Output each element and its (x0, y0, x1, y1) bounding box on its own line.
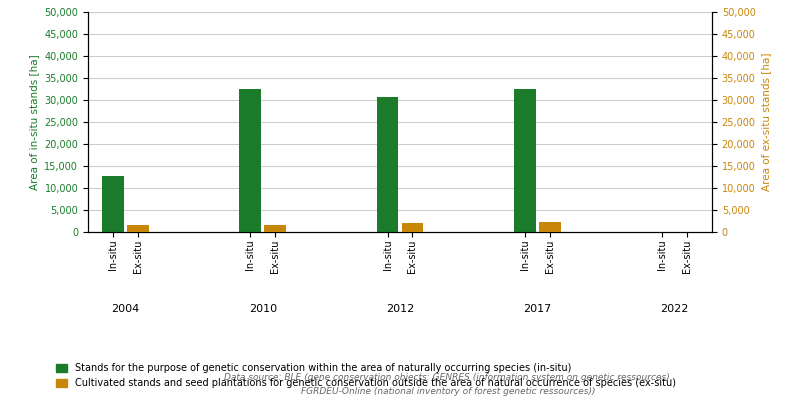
Bar (264, 224, 286, 232)
Y-axis label: Area of ex-situ stands [ha]: Area of ex-situ stands [ha] (762, 53, 771, 191)
Bar (377, 97, 398, 232)
Bar (514, 89, 536, 232)
Text: 2022: 2022 (660, 304, 689, 314)
Bar (539, 222, 561, 232)
Bar (402, 223, 423, 232)
Bar (127, 226, 149, 232)
Text: FGRDEU-Online (national inventory of forest genetic ressources)): FGRDEU-Online (national inventory of for… (301, 387, 595, 396)
Text: 2012: 2012 (386, 304, 414, 314)
Bar (239, 89, 261, 232)
Text: 2010: 2010 (249, 304, 277, 314)
Text: 2004: 2004 (111, 304, 139, 314)
Y-axis label: Area of in-situ stands [ha]: Area of in-situ stands [ha] (29, 54, 38, 190)
Text: Data source: BLE (gene conservation objects: GENRES (information system on genet: Data source: BLE (gene conservation obje… (224, 373, 672, 382)
Text: 2017: 2017 (523, 304, 551, 314)
Bar (102, 176, 124, 232)
Legend: Stands for the purpose of genetic conservation within the area of naturally occu: Stands for the purpose of genetic conser… (53, 360, 679, 391)
